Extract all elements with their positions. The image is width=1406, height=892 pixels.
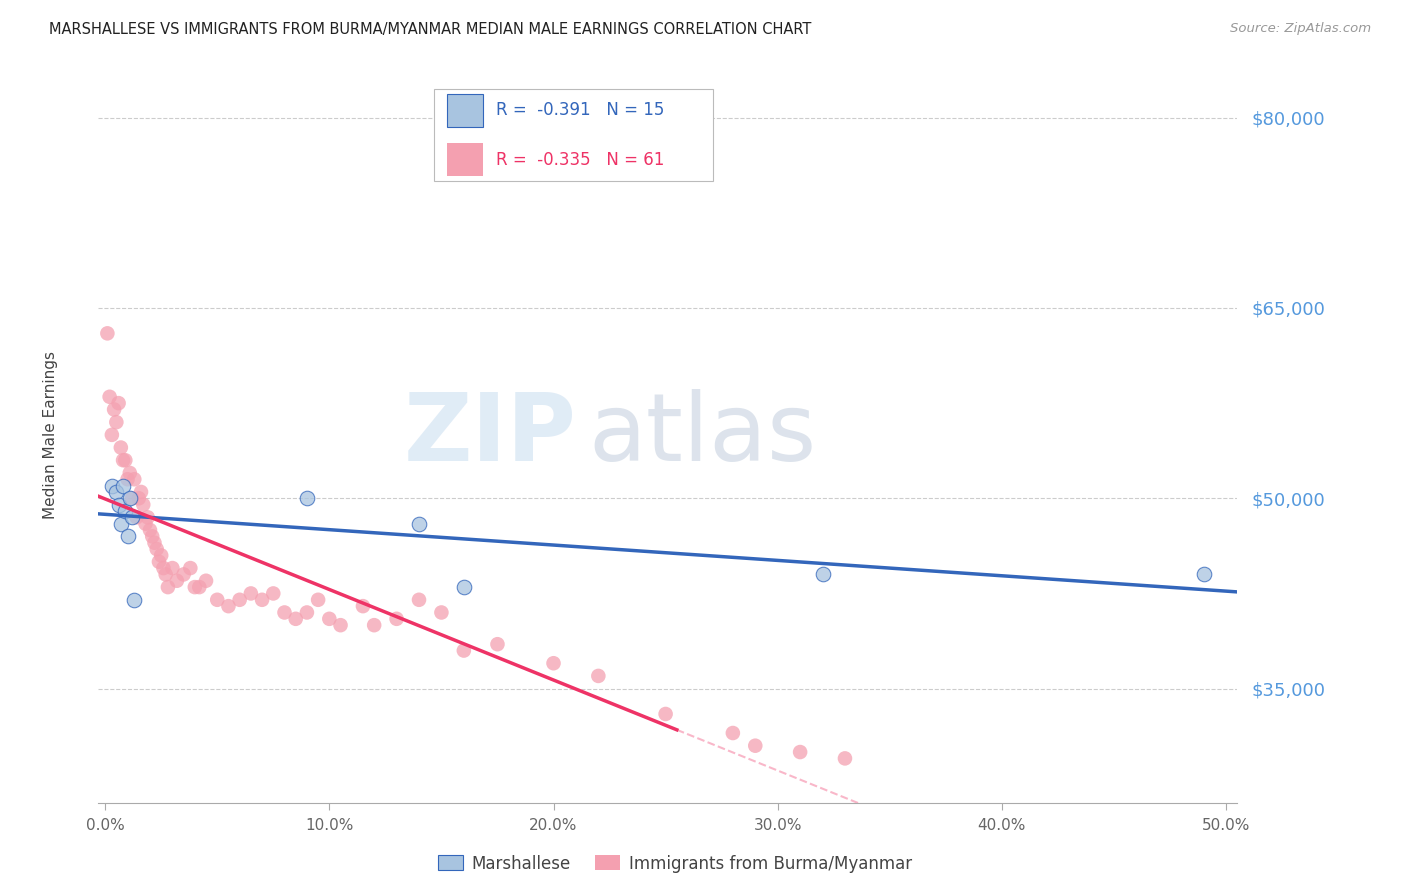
Point [148,555,170,569]
Point [408,516,430,531]
Point [121,491,143,506]
Point [430,606,453,620]
Point [110,441,132,455]
Point [117,472,139,486]
Point [318,612,340,626]
Point [408,592,430,607]
Legend: Marshallese, Immigrants from Burma/Myanmar: Marshallese, Immigrants from Burma/Myanm… [432,848,918,880]
Point [112,453,135,467]
Point [112,478,135,492]
Point [654,706,676,721]
Point [118,491,141,506]
Text: Source: ZipAtlas.com: Source: ZipAtlas.com [1230,22,1371,36]
Point [207,592,229,607]
Point [295,491,318,506]
Point [103,402,125,417]
Point [834,751,856,765]
Point [295,606,318,620]
Point [156,580,179,594]
Text: R =  -0.335   N = 61: R = -0.335 N = 61 [496,151,664,169]
Point [152,561,174,575]
Point [329,618,352,632]
Point [141,529,163,543]
Point [588,669,610,683]
Text: ZIP: ZIP [404,389,576,481]
Point [129,485,152,500]
Point [262,586,284,600]
Point [239,586,262,600]
Point [363,618,385,632]
Point [107,396,129,410]
Point [143,535,166,549]
Point [101,478,124,492]
Text: MARSHALLESE VS IMMIGRANTS FROM BURMA/MYANMAR MEDIAN MALE EARNINGS CORRELATION CH: MARSHALLESE VS IMMIGRANTS FROM BURMA/MYA… [49,22,811,37]
Point [114,453,136,467]
Point [132,498,155,512]
Point [96,326,118,341]
Point [385,612,408,626]
FancyBboxPatch shape [434,89,713,181]
Point [744,739,766,753]
Point [118,466,141,480]
Point [117,529,139,543]
Point [162,561,184,575]
Point [145,542,167,557]
Text: R =  -0.391   N = 15: R = -0.391 N = 15 [496,102,664,120]
FancyBboxPatch shape [447,144,484,176]
Point [166,574,188,588]
Point [124,472,146,486]
Point [273,606,295,620]
Point [228,592,250,607]
Point [128,491,150,506]
Point [543,657,565,671]
Point [1192,567,1215,582]
Point [125,510,148,524]
Point [217,599,239,614]
Point [150,549,173,563]
FancyBboxPatch shape [447,95,484,127]
Point [307,592,329,607]
Point [121,510,143,524]
Point [486,637,509,651]
Point [134,516,156,531]
Point [173,567,195,582]
Point [811,567,834,582]
Point [105,485,128,500]
Point [101,428,124,442]
Point [139,523,162,537]
Point [721,726,744,740]
Point [195,574,218,588]
Text: Median Male Earnings: Median Male Earnings [44,351,58,519]
Point [453,643,475,657]
Point [124,592,146,607]
Point [284,612,307,626]
Text: atlas: atlas [588,389,817,481]
Point [98,390,121,404]
Point [110,516,132,531]
Point [789,745,811,759]
Point [453,580,475,594]
Point [155,567,177,582]
Point [250,592,273,607]
Point [352,599,374,614]
Point [114,504,136,518]
Point [105,415,128,429]
Point [136,510,159,524]
Point [184,580,207,594]
Point [179,561,201,575]
Point [107,498,129,512]
Point [188,580,211,594]
